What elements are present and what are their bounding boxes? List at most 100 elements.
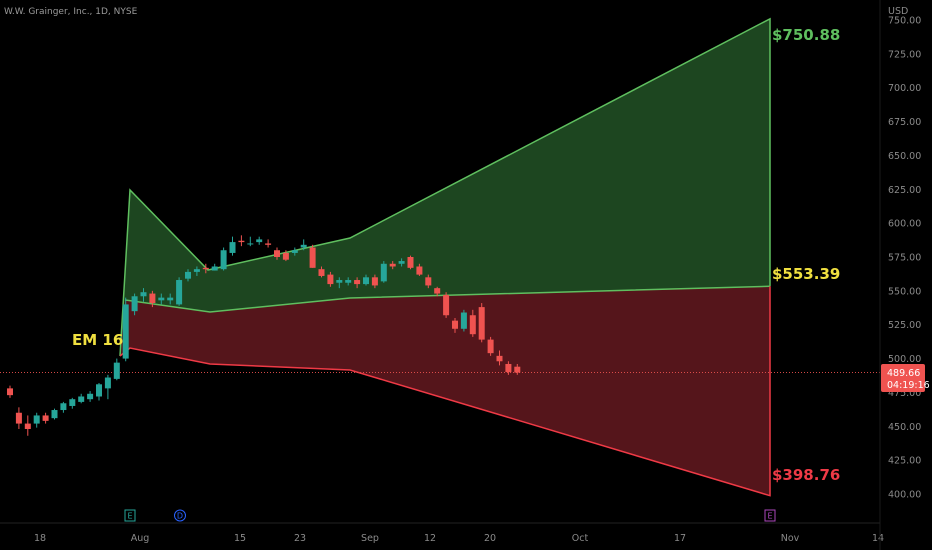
candle — [69, 397, 76, 409]
candle — [309, 244, 316, 268]
price-tick-label: 625.00 — [888, 185, 921, 196]
candle — [238, 235, 245, 247]
time-tick-label: Nov — [781, 533, 800, 544]
time-tick-label: Sep — [361, 533, 379, 544]
event-badge — [124, 509, 136, 522]
candle — [514, 363, 521, 375]
event-marker-earnings-upcoming: E — [764, 509, 776, 522]
candle — [24, 415, 31, 436]
price-tick-label: 550.00 — [888, 286, 921, 297]
candle — [158, 293, 165, 305]
event-badge — [764, 509, 776, 522]
candle-body — [193, 269, 200, 272]
price-tick-label: 675.00 — [888, 117, 921, 128]
price-tick-label: 400.00 — [888, 490, 921, 501]
price-tick-label: 575.00 — [888, 253, 921, 264]
candle — [300, 239, 307, 251]
candle-body — [434, 288, 441, 294]
candle — [460, 309, 467, 332]
candle — [380, 261, 387, 283]
time-tick-label: Oct — [572, 533, 589, 544]
candle-body — [398, 261, 405, 264]
candle — [185, 269, 191, 282]
candle-body — [407, 257, 414, 268]
candle — [33, 412, 40, 428]
price-tick-label: 525.00 — [888, 320, 921, 331]
candle-body — [256, 239, 263, 243]
candle — [274, 247, 280, 260]
candle-body — [51, 410, 58, 419]
candle — [265, 239, 272, 248]
candle — [416, 263, 423, 276]
price-tick-label: 450.00 — [888, 422, 921, 433]
candle-body — [487, 339, 494, 354]
time-tick-label: 14 — [872, 533, 884, 544]
candle — [247, 236, 254, 247]
candle — [478, 303, 485, 343]
candle-body — [69, 399, 76, 406]
event-marker-dividend: D — [174, 509, 186, 522]
price-tick-label: 600.00 — [888, 219, 921, 230]
time-axis[interactable]: 18 Aug 15 23 Sep 12 20 Oct 17 Nov 14 — [34, 533, 884, 544]
time-tick-label: 12 — [424, 533, 436, 544]
time-tick-label: 18 — [34, 533, 46, 544]
candle-body — [78, 396, 85, 402]
candle — [469, 309, 476, 337]
last-price-countdown: 04:19:16 — [887, 380, 930, 391]
candle-body — [96, 384, 102, 397]
candle — [193, 266, 200, 276]
upper-target-label: $750.88 — [772, 26, 840, 44]
chart-title: W.W. Grainger, Inc., 1D, NYSE — [4, 7, 138, 17]
candle-body — [131, 296, 138, 312]
candle-body — [282, 252, 289, 260]
candle — [434, 286, 441, 297]
candle-body — [380, 263, 387, 282]
candle-body — [122, 304, 129, 359]
candle — [327, 271, 334, 287]
candle — [443, 292, 450, 318]
candle — [149, 290, 156, 308]
candle — [345, 277, 352, 286]
candle — [425, 274, 432, 289]
candle-body — [238, 240, 245, 243]
candle — [389, 261, 396, 270]
candle-body — [416, 266, 423, 275]
candle-body — [291, 250, 298, 253]
candle — [487, 336, 494, 356]
event-letter: E — [767, 512, 772, 521]
red-zone — [120, 286, 770, 496]
candle — [220, 247, 227, 271]
candle-body — [211, 266, 218, 271]
event-marker-earnings: E — [124, 509, 136, 522]
candle — [176, 277, 183, 306]
price-axis[interactable]: 750.00 725.00 700.00 675.00 650.00 625.00 600.… — [888, 16, 921, 501]
candle — [291, 247, 298, 256]
candle — [407, 255, 414, 270]
green-zone — [120, 18, 770, 357]
candle-body — [336, 280, 343, 283]
candle-body — [318, 269, 325, 276]
candle-body — [247, 243, 254, 245]
candle-body — [309, 247, 316, 268]
candle — [60, 401, 67, 413]
lower-target-label: $398.76 — [772, 466, 840, 484]
candle-body — [265, 243, 272, 245]
candle-body — [149, 293, 156, 304]
candle — [140, 288, 147, 302]
time-tick-label: 20 — [484, 533, 496, 544]
price-tick-label: 725.00 — [888, 49, 921, 60]
candle-body — [478, 307, 485, 340]
candle-body — [202, 267, 209, 270]
candle-body — [389, 263, 396, 267]
candle-body — [425, 277, 432, 286]
candle-body — [514, 366, 521, 373]
candle — [113, 358, 120, 381]
candle-body — [274, 250, 280, 257]
time-tick-label: 23 — [294, 533, 306, 544]
candle — [363, 274, 369, 286]
candle-body — [158, 297, 165, 301]
candle-body — [452, 320, 458, 329]
candle — [87, 391, 94, 402]
